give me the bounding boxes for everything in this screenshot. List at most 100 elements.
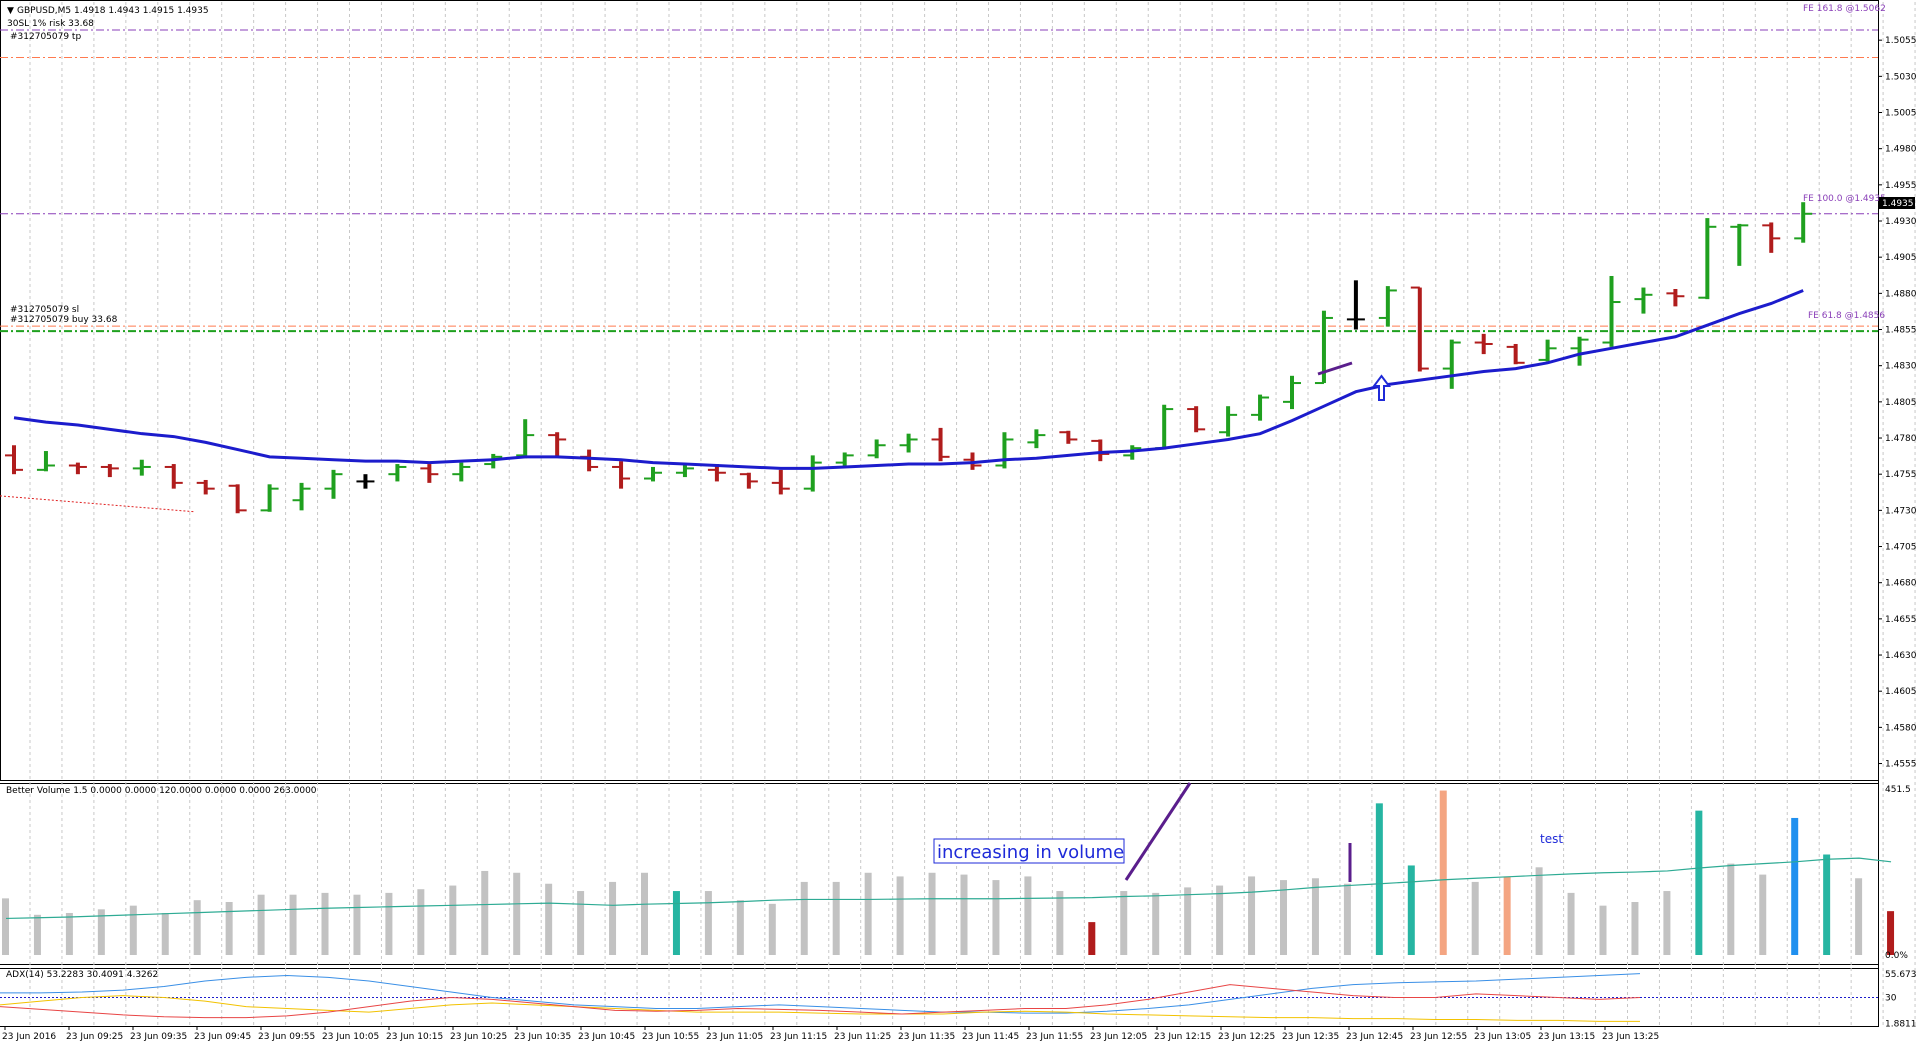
time-tick-label: 23 Jun 09:55	[258, 1032, 315, 1042]
ohlc-bar	[1385, 286, 1390, 327]
volume-bar	[225, 902, 233, 955]
volume-min-label: 0.0%	[1885, 951, 1908, 961]
time-tick-label: 23 Jun 2016	[2, 1032, 56, 1042]
price-tick-label: 1.4730	[1885, 506, 1916, 516]
volume-bar	[1056, 891, 1064, 955]
volume-bar	[33, 914, 41, 955]
price-tick-label: 1.5005	[1885, 109, 1916, 119]
time-tick-label: 23 Jun 12:25	[1218, 1032, 1275, 1042]
ohlc-bar	[1258, 394, 1263, 421]
price-axis: 1.5055 1.5030 1.5005 1.4980 1.4955 1.4930 1.49…	[1878, 36, 1916, 770]
current-price-label: 1.4935	[1882, 199, 1914, 209]
volume-bar	[193, 900, 201, 955]
time-tick-label: 23 Jun 13:05	[1474, 1032, 1531, 1042]
volume-bar	[129, 905, 137, 955]
volume-bar	[1407, 865, 1415, 955]
ohlc-bar	[299, 482, 304, 511]
ohlc-bar	[107, 464, 112, 478]
adx-series-line	[0, 984, 1641, 1019]
volume-bar	[1024, 876, 1032, 955]
volume-bar	[1311, 878, 1319, 955]
time-tick-label: 23 Jun 09:35	[130, 1032, 187, 1042]
price-tick-label: 1.4680	[1885, 579, 1916, 589]
volume-bar	[641, 872, 648, 955]
ohlc-bar	[1609, 275, 1614, 347]
time-tick-label: 23 Jun 10:55	[642, 1032, 699, 1042]
ohlc-bar	[1034, 429, 1039, 449]
ohlc-bar	[1545, 339, 1550, 362]
adx-lines: 55.6734 30 1.8811	[0, 970, 1916, 1029]
volume-bar	[928, 872, 936, 955]
price-tick-label: 1.5055	[1885, 36, 1916, 46]
volume-bar	[2, 898, 9, 955]
adx-tick-label: 55.6734	[1885, 970, 1916, 980]
ohlc-bar	[459, 462, 464, 482]
volume-bar	[1343, 883, 1351, 955]
volume-bar	[1184, 887, 1192, 955]
time-tick-label: 23 Jun 12:05	[1090, 1032, 1147, 1042]
ohlc-bar	[1162, 404, 1167, 450]
price-tick-label: 1.4855	[1885, 326, 1916, 336]
volume-bar	[513, 872, 521, 955]
ohlc-bar	[1098, 439, 1103, 462]
volume-bar	[385, 892, 393, 955]
price-tick-label: 1.4580	[1885, 723, 1916, 733]
volume-bar	[1791, 817, 1799, 955]
volume-bar	[1567, 892, 1575, 955]
volume-bar	[65, 912, 73, 955]
fe-100-label: FE 100.0 @1.4935	[1803, 194, 1886, 204]
chart-header-icon[interactable]: ▼	[7, 6, 14, 16]
ohlc-bar	[555, 432, 560, 457]
ohlc-bar	[267, 484, 272, 512]
volume-bar	[1280, 880, 1287, 955]
ohlc-bar	[1321, 310, 1326, 384]
price-tick-label: 1.4705	[1885, 543, 1916, 553]
fe-161-label: FE 161.8 @1.5062	[1803, 4, 1886, 14]
volume-bar	[1503, 876, 1511, 955]
volume-bar	[1120, 891, 1128, 955]
time-axis: 23 Jun 2016 23 Jun 09:25 23 Jun 09:35 23 Ju…	[2, 1026, 1659, 1042]
adx-indicator-title: ADX(14) 53.2283 30.4091 4.3262	[6, 970, 158, 980]
chart-header-info: GBPUSD,M5 1.4918 1.4943 1.4915 1.4935	[17, 6, 209, 16]
time-tick-label: 23 Jun 11:35	[898, 1032, 955, 1042]
time-tick-label: 23 Jun 12:45	[1346, 1032, 1403, 1042]
ohlc-bar	[1066, 430, 1071, 444]
price-tick-label: 1.4605	[1885, 687, 1916, 697]
time-tick-label: 23 Jun 11:45	[962, 1032, 1019, 1042]
volume-bar	[1599, 905, 1607, 955]
main-chart-frame	[0, 0, 1879, 781]
history-line	[0, 495, 196, 513]
ohlc-bars	[5, 202, 1813, 514]
ohlc-bar	[395, 464, 400, 482]
time-tick-label: 23 Jun 12:15	[1154, 1032, 1211, 1042]
volume-bar	[992, 880, 1000, 955]
price-tick-label: 1.4780	[1885, 434, 1916, 444]
ohlc-bar	[1417, 287, 1422, 372]
time-tick-label: 23 Jun 10:45	[578, 1032, 635, 1042]
time-tick-label: 23 Jun 11:15	[770, 1032, 827, 1042]
volume-ma-line	[5, 857, 1892, 920]
volume-bar	[736, 900, 744, 955]
volume-bar	[864, 872, 872, 955]
tp-order-label: #312705079 tp	[10, 32, 81, 42]
volume-bar	[832, 881, 840, 955]
volume-histogram: 451.5 0.0%	[2, 785, 1911, 961]
adx-tick-label: 1.8811	[1885, 1019, 1916, 1029]
ohlc-bar	[171, 464, 176, 489]
volume-bar	[257, 894, 265, 955]
ohlc-bar	[1801, 202, 1806, 243]
ohlc-bar	[587, 449, 592, 472]
ohlc-bar	[1641, 287, 1646, 314]
time-tick-label: 23 Jun 12:35	[1282, 1032, 1339, 1042]
price-tick-label: 1.4555	[1885, 760, 1916, 770]
up-arrow-icon	[1372, 374, 1391, 401]
time-tick-label: 23 Jun 10:35	[514, 1032, 571, 1042]
time-tick-label: 23 Jun 10:15	[386, 1032, 443, 1042]
ohlc-bar	[842, 452, 847, 467]
volume-bar	[481, 870, 489, 955]
volume-bar	[1727, 863, 1735, 955]
price-tick-label: 1.4830	[1885, 362, 1916, 372]
price-tick-label: 1.4805	[1885, 398, 1916, 408]
time-tick-label: 23 Jun 13:25	[1602, 1032, 1659, 1042]
